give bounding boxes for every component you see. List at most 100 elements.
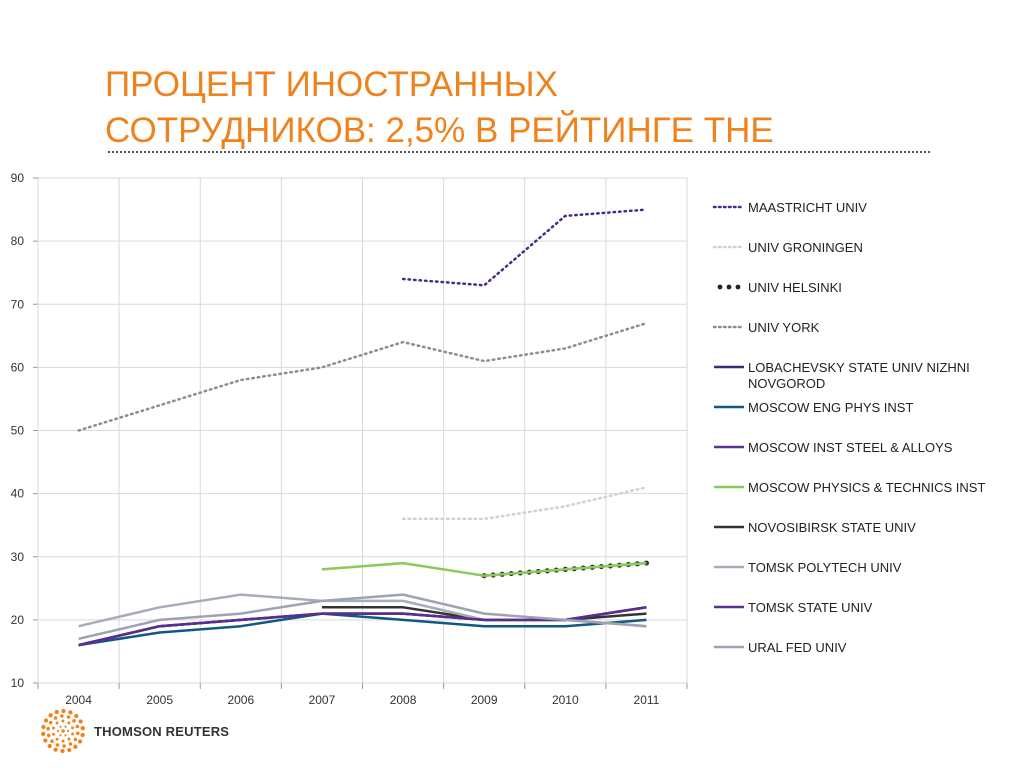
x-tick-label: 2009: [471, 693, 498, 707]
x-tick-label: 2007: [309, 693, 336, 707]
logo-dot: [53, 716, 58, 720]
legend-swatch: [717, 284, 741, 290]
logo-dot: [71, 732, 75, 736]
legend-label: NOVOSIBIRSK STATE UNIV: [748, 520, 916, 535]
series-maastricht-univ: [401, 208, 648, 287]
y-tick-label: 60: [11, 360, 25, 374]
legend-item: URAL FED UNIV: [708, 640, 1024, 656]
series-line: [401, 486, 648, 521]
y-tick-label: 10: [11, 676, 25, 690]
legend-label: LOBACHEVSKY STATE UNIV NIZHNI NOVGOROD: [748, 360, 970, 391]
legend-swatch: [714, 365, 744, 369]
logo-dot: [50, 739, 54, 743]
thomson-reuters-logo: THOMSON REUTERS: [40, 708, 229, 754]
logo-dot: [61, 739, 65, 743]
x-tick-label: 2011: [634, 693, 660, 707]
logo-dot: [43, 738, 48, 743]
logo-dot: [74, 713, 79, 719]
logo-dot: [60, 748, 65, 754]
slide-title: ПРОЦЕНТ ИНОСТРАННЫХ СОТРУДНИКОВ: 2,5% В …: [105, 62, 925, 154]
legend-swatch: [714, 525, 744, 529]
logo-dot: [51, 726, 55, 730]
reuters-dot-logo-icon: [41, 708, 85, 754]
logo-dot: [59, 734, 62, 737]
legend-item: TOMSK STATE UNIV: [708, 600, 1024, 616]
legend-label: UNIV HELSINKI: [748, 280, 842, 295]
legend-item: NOVOSIBIRSK STATE UNIV: [708, 520, 1024, 536]
legend-item: MAASTRICHT UNIV: [708, 200, 1024, 216]
series-moscow-eng-phys-inst: [78, 612, 647, 647]
logo-dot: [56, 729, 60, 733]
logo-dot: [68, 710, 73, 715]
logo-dot: [59, 725, 62, 728]
legend-item: MOSCOW ENG PHYS INST: [708, 400, 1024, 416]
logo-dot: [47, 743, 52, 749]
logo-dot: [64, 725, 67, 728]
logo-dot: [75, 724, 80, 729]
logo-dot: [66, 715, 71, 719]
logo-dot: [62, 744, 66, 748]
legend-item: UNIV YORK: [708, 320, 1024, 336]
logo-dot: [61, 729, 65, 733]
logo-dot: [73, 744, 78, 749]
logo-dot: [67, 747, 72, 753]
logo-dot: [43, 718, 49, 723]
legend-dot: [735, 284, 741, 290]
logo-dot: [41, 731, 46, 737]
y-tick-label: 50: [11, 424, 25, 438]
legend-item: UNIV GRONINGEN: [708, 240, 1024, 256]
legend-label: MOSCOW ENG PHYS INST: [748, 400, 914, 415]
y-tick-label: 90: [11, 171, 25, 185]
legend-label: URAL FED UNIV: [748, 640, 847, 655]
series-univ-york: [77, 321, 648, 432]
logo-dot: [76, 731, 80, 736]
series-line: [77, 321, 648, 432]
slide-title-line-1: ПРОЦЕНТ ИНОСТРАННЫХ: [105, 65, 558, 104]
logo-dot: [48, 713, 53, 718]
legend-item: MOSCOW INST STEEL & ALLOYS: [708, 440, 1024, 456]
series-univ-groningen: [401, 486, 648, 521]
logo-dot: [80, 725, 85, 731]
logo-dot: [66, 729, 70, 733]
logo-dot: [46, 733, 51, 738]
series-line: [78, 593, 647, 641]
y-tick-label: 40: [11, 487, 25, 501]
legend-label: UNIV YORK: [748, 320, 820, 335]
legend-label: MOSCOW INST STEEL & ALLOYS: [748, 440, 953, 455]
logo-dot: [64, 734, 67, 737]
logo-dot: [52, 732, 55, 736]
logo-dot: [68, 742, 73, 746]
legend-swatch: [714, 485, 744, 489]
series-ural-fed-univ: [78, 593, 647, 641]
y-tick-label: 30: [11, 550, 25, 564]
logo-dot: [80, 732, 85, 738]
legend-label: UNIV GRONINGEN: [748, 240, 863, 255]
logo-dot: [67, 721, 71, 725]
legend-label: TOMSK STATE UNIV: [748, 600, 873, 615]
legend-dot: [726, 284, 732, 290]
logo-dot: [61, 719, 65, 723]
y-tick-label: 20: [11, 613, 25, 627]
legend-swatch: [712, 205, 746, 209]
y-tick-label: 80: [11, 234, 25, 248]
legend-item: UNIV HELSINKI: [708, 280, 1024, 296]
logo-dot: [60, 714, 64, 718]
legend-label: MOSCOW PHYSICS & TECHNICS INST: [748, 480, 986, 495]
x-tick-label: 2006: [227, 693, 254, 707]
logo-dot: [55, 743, 60, 747]
logo-text: THOMSON REUTERS: [94, 723, 230, 739]
slide-title-line-2: СОТРУДНИКОВ: 2,5% В РЕЙТИНГЕ THE: [105, 111, 774, 150]
title-divider: [108, 151, 930, 153]
legend-item: TOMSK POLYTECH UNIV: [708, 560, 1024, 576]
legend-swatch: [714, 605, 744, 609]
logo-dot: [48, 720, 53, 725]
legend-swatch: [712, 245, 746, 249]
logo-dot: [53, 747, 58, 752]
legend-item: LOBACHEVSKY STATE UNIV NIZHNI NOVGOROD: [708, 360, 1024, 392]
legend-label: MAASTRICHT UNIV: [748, 200, 867, 215]
legend-swatch: [712, 325, 746, 329]
logo-dot: [71, 726, 74, 730]
legend-label: TOMSK POLYTECH UNIV: [748, 560, 902, 575]
legend-swatch: [714, 645, 744, 649]
logo-dot: [54, 709, 59, 715]
